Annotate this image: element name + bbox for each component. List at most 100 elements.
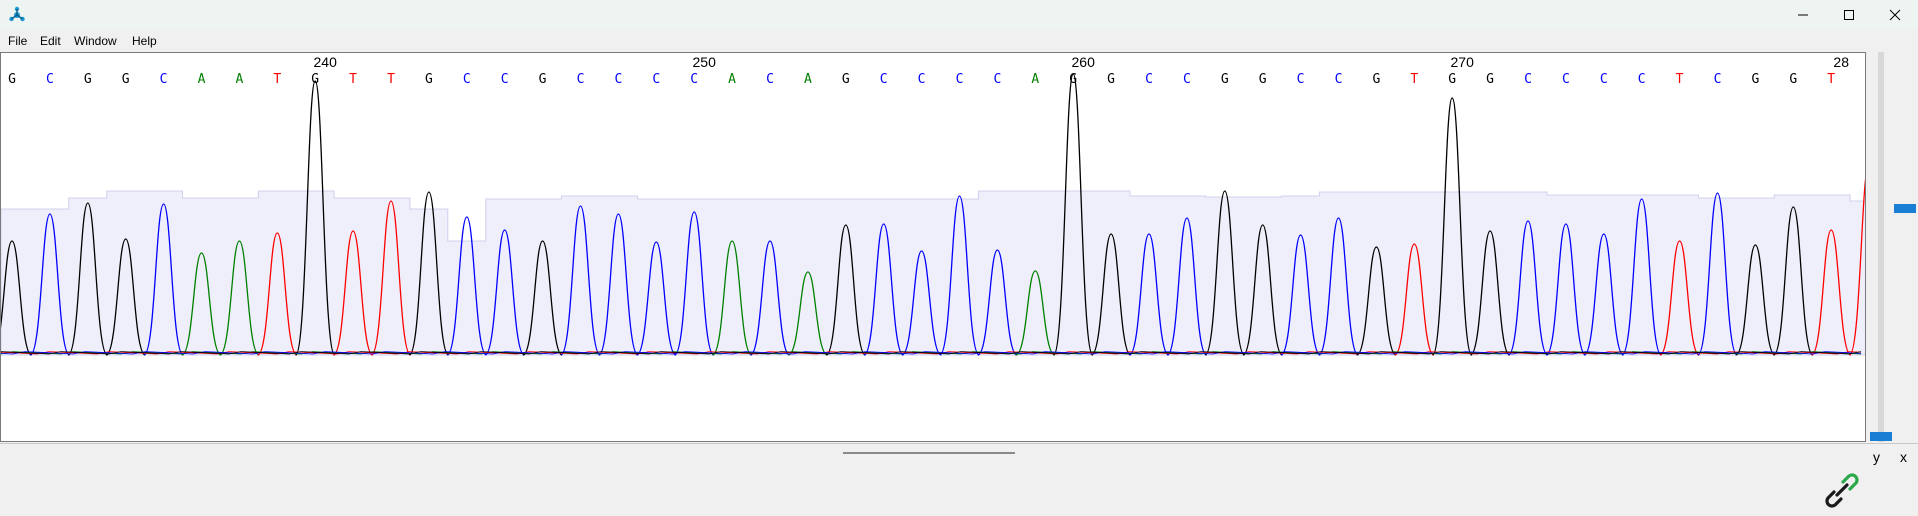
- divider: [0, 443, 1918, 444]
- base-call: T: [1676, 72, 1684, 87]
- chromatogram-trace: 240 250 260 270 28 G C G G C A A T G T T G C C G C C C C A C A G C C C…: [1, 54, 1865, 356]
- app-molecule-icon: [9, 6, 25, 22]
- base-call: T: [1827, 72, 1835, 87]
- trace-peak: [257, 232, 298, 356]
- baseline-noise: [1, 351, 1862, 355]
- trace-peak: [977, 249, 1018, 356]
- trace-peak: [105, 238, 146, 356]
- base-call: G: [539, 72, 547, 87]
- trace-peak: [1052, 73, 1094, 356]
- base-call: G: [1107, 72, 1115, 87]
- menu-help[interactable]: Help: [132, 34, 157, 48]
- menu-bar: File Edit Window Help: [0, 30, 1918, 52]
- trace-peak: [749, 240, 791, 356]
- trace-peak: [294, 80, 336, 356]
- base-call: C: [1714, 72, 1722, 87]
- base-call: G: [84, 72, 92, 87]
- base-call: G: [1486, 72, 1494, 87]
- trace-peak: [560, 205, 601, 356]
- trace-peak: [1242, 224, 1283, 356]
- base-call: C: [956, 72, 964, 87]
- trace-peak: [446, 216, 488, 356]
- trace-peak: [1583, 233, 1625, 356]
- trace-peak: [1810, 229, 1852, 356]
- baseline-noise: [1, 351, 1862, 355]
- y-axis-label: y: [1873, 449, 1880, 465]
- menu-edit[interactable]: Edit: [40, 34, 61, 48]
- base-call: G: [1372, 72, 1380, 87]
- trace-peak: [787, 271, 828, 356]
- base-call: C: [1183, 72, 1191, 87]
- position-tick-label: 240: [314, 54, 338, 70]
- trace-peak: [1469, 230, 1511, 356]
- trace-peak: [598, 213, 639, 356]
- base-call: G: [122, 72, 130, 87]
- title-bar: [0, 0, 1918, 30]
- trace-peak: [939, 195, 980, 356]
- base-call: G: [1259, 72, 1267, 87]
- trace-peak: [1280, 234, 1321, 356]
- menu-file[interactable]: File: [8, 34, 28, 48]
- base-call: C: [501, 72, 509, 87]
- base-call: T: [349, 72, 357, 87]
- trace-peak: [1, 240, 33, 356]
- base-call: A: [235, 72, 243, 87]
- base-call: A: [1031, 72, 1039, 87]
- trace-peak: [143, 203, 184, 356]
- trace-peak: [1394, 243, 1435, 356]
- base-call: G: [311, 72, 319, 87]
- trace-peak: [1090, 233, 1132, 356]
- trace-peak: [1621, 198, 1662, 356]
- base-call: C: [577, 72, 585, 87]
- trace-peak: [1128, 233, 1170, 356]
- base-call: C: [880, 72, 888, 87]
- base-call: G: [1789, 72, 1797, 87]
- trace-peak: [673, 211, 715, 356]
- menu-window[interactable]: Window: [74, 34, 117, 48]
- base-call: C: [1600, 72, 1608, 87]
- position-tick-label: 260: [1072, 54, 1096, 70]
- base-call: C: [993, 72, 1001, 87]
- minimize-button[interactable]: [1780, 0, 1826, 30]
- base-call: G: [1221, 72, 1229, 87]
- trace-peak: [67, 202, 109, 356]
- close-button[interactable]: [1872, 0, 1918, 30]
- base-call: C: [652, 72, 660, 87]
- trace-peak: [1773, 206, 1814, 356]
- base-call: A: [728, 72, 736, 87]
- maximize-button[interactable]: [1826, 0, 1872, 30]
- base-call: G: [8, 72, 16, 87]
- x-scale-slider-thumb[interactable]: [1894, 204, 1916, 213]
- trace-peak: [1545, 223, 1587, 356]
- trace-peak: [1507, 220, 1549, 356]
- base-call: C: [160, 72, 168, 87]
- chromatogram-panel[interactable]: 240 250 260 270 28 G C G G C A A T G T T G C C G C C C C A C A G C C C…: [0, 52, 1866, 442]
- base-call: T: [1410, 72, 1418, 87]
- trace-peak: [1015, 270, 1056, 356]
- minimize-icon: [1798, 14, 1808, 16]
- trace-peak: [370, 200, 412, 356]
- trace-peak: [1318, 217, 1359, 356]
- trace-peak: [1204, 190, 1246, 356]
- base-call: G: [425, 72, 433, 87]
- position-tick-label: 270: [1451, 54, 1475, 70]
- x-axis-label: x: [1900, 449, 1907, 465]
- base-call: C: [918, 72, 926, 87]
- trace-peak: [1356, 246, 1397, 356]
- base-call: C: [1297, 72, 1305, 87]
- base-call: C: [1335, 72, 1343, 87]
- horizontal-scrollbar-thumb[interactable]: [843, 452, 1015, 454]
- vertical-scale-track[interactable]: [1878, 52, 1884, 442]
- trace-peak: [1659, 240, 1700, 356]
- base-call: G: [1069, 72, 1077, 87]
- baseline-noise: [1, 351, 1862, 355]
- base-call: C: [766, 72, 774, 87]
- base-call: G: [1751, 72, 1759, 87]
- link-icon[interactable]: [1820, 472, 1864, 508]
- base-call: C: [1638, 72, 1646, 87]
- trace-peak: [1848, 178, 1865, 356]
- trace-peak: [219, 240, 260, 356]
- trace-peak: [1431, 97, 1473, 356]
- y-scale-slider-thumb[interactable]: [1870, 432, 1892, 441]
- base-call: C: [614, 72, 622, 87]
